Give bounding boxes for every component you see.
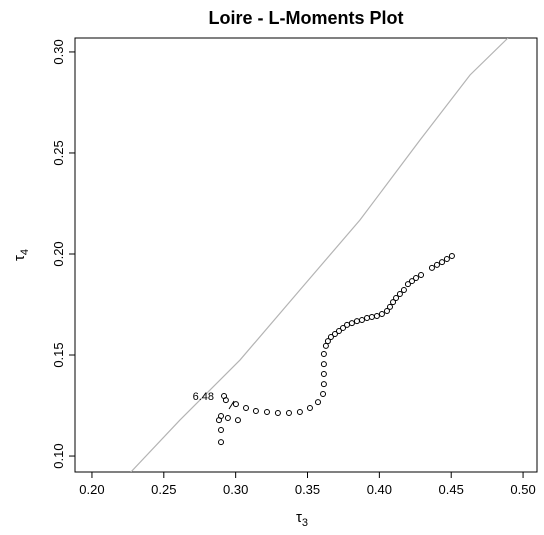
y-tick-label: 0.20 [51,241,66,266]
point [443,256,450,263]
x-tick-label: 0.25 [151,482,176,497]
point [353,318,360,325]
point [285,410,292,417]
x-label-sub: 3 [302,517,308,529]
point [324,338,331,345]
theoretical-curve [130,38,509,472]
point [320,381,327,388]
point [418,272,425,279]
point [433,261,440,268]
point [218,426,225,433]
point [314,399,321,406]
point [378,310,385,317]
point [243,404,250,411]
y-tick-label: 0.15 [51,342,66,367]
point [296,408,303,415]
point [400,286,407,293]
y-axis-label: τ4 [11,249,31,261]
point [383,307,390,314]
point [396,290,403,297]
point [218,413,225,420]
x-tick-label: 0.50 [510,482,535,497]
point [404,281,411,288]
plot-frame [74,37,538,473]
x-tick-label: 0.20 [79,482,104,497]
point [386,303,393,310]
point [344,321,351,328]
x-tick-label: 0.35 [295,482,320,497]
point [393,295,400,302]
chart-title: Loire - L-Moments Plot [209,8,404,28]
x-tick-label: 0.40 [367,482,392,497]
point [373,313,380,320]
point [234,417,241,424]
y-label-sub: 4 [19,249,31,255]
annotation-tick [228,400,235,410]
point [327,334,334,341]
point [340,324,347,331]
point [364,315,371,322]
point [218,439,225,446]
point [263,408,270,415]
x-axis-label: τ3 [296,509,308,529]
point [428,264,435,271]
point [368,314,375,321]
point [408,278,415,285]
point [224,415,231,422]
x-label-symbol: τ [296,509,302,526]
point [439,259,446,266]
point [348,320,355,327]
point [320,371,327,378]
point [320,391,327,398]
point [232,401,239,408]
point [274,410,281,417]
point [413,275,420,282]
point [331,331,338,338]
y-label-symbol: τ [11,255,28,261]
point [306,404,313,411]
point [448,253,455,260]
x-tick-label: 0.45 [439,482,464,497]
y-tick-label: 0.25 [51,140,66,165]
point [222,397,229,404]
point [320,351,327,358]
point [390,299,397,306]
point [320,361,327,368]
point [358,317,365,324]
point [322,342,329,349]
point [252,407,259,414]
annotation: 6.48 [193,391,214,403]
y-tick-label: 0.30 [51,39,66,64]
x-tick-label: 0.30 [223,482,248,497]
y-tick-label: 0.10 [51,443,66,468]
point [335,327,342,334]
